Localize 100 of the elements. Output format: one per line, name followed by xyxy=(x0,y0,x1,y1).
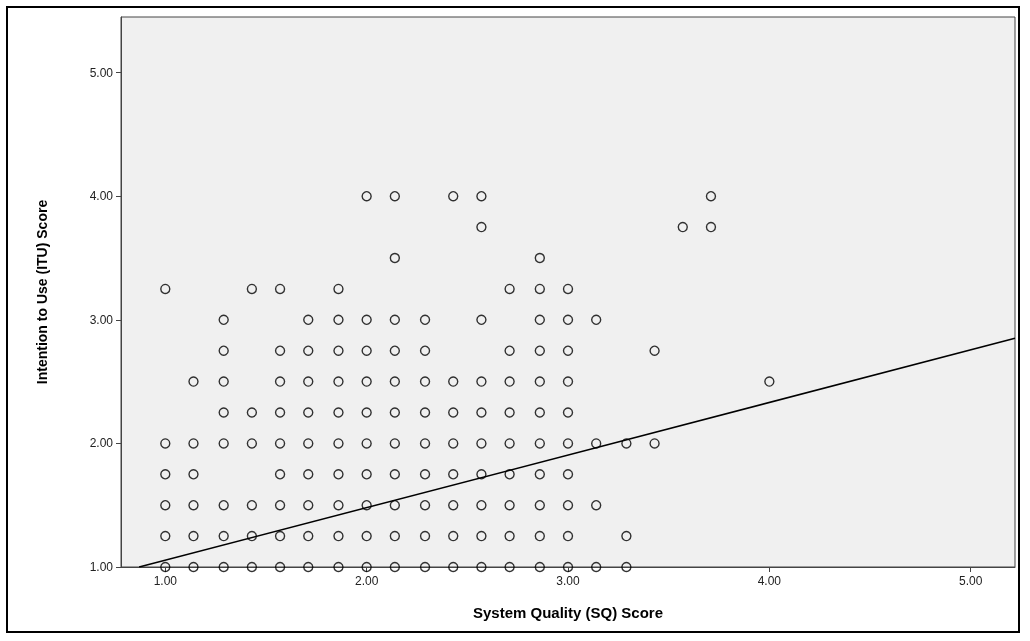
point xyxy=(274,345,286,356)
point xyxy=(218,407,229,418)
point xyxy=(419,500,431,511)
point xyxy=(160,469,171,480)
point xyxy=(361,530,372,542)
point xyxy=(591,314,602,326)
x-tick-label: 3.00 xyxy=(556,574,580,588)
x-tick-label: 2.00 xyxy=(354,574,379,588)
point xyxy=(448,191,459,202)
point xyxy=(246,500,258,511)
point xyxy=(303,530,314,542)
point xyxy=(419,469,431,480)
point xyxy=(562,438,574,449)
point xyxy=(476,469,487,480)
point xyxy=(303,376,314,387)
point xyxy=(188,438,199,449)
x-tick-label: 4.00 xyxy=(757,574,782,588)
point xyxy=(419,561,431,573)
point xyxy=(419,438,431,449)
point xyxy=(188,500,199,511)
point xyxy=(621,530,632,542)
point xyxy=(476,376,487,387)
point xyxy=(218,561,229,573)
y-tick-label: 4.00 xyxy=(89,189,114,204)
point xyxy=(303,314,314,326)
point xyxy=(419,314,431,326)
point xyxy=(504,345,515,356)
point xyxy=(160,530,171,542)
point xyxy=(562,407,574,418)
y-tick-label: 2.00 xyxy=(89,436,114,451)
point xyxy=(246,283,258,295)
point xyxy=(534,530,546,542)
point xyxy=(361,376,372,387)
point xyxy=(534,469,546,480)
point xyxy=(389,561,401,573)
y-tick-label: 1.00 xyxy=(89,560,114,574)
point xyxy=(448,438,459,449)
point xyxy=(448,561,459,573)
point xyxy=(534,345,546,356)
point xyxy=(361,407,372,418)
x-tick-label: 5.00 xyxy=(959,574,983,588)
point xyxy=(333,376,344,387)
point xyxy=(303,438,314,449)
point xyxy=(448,407,459,418)
point xyxy=(188,376,199,387)
point xyxy=(562,376,574,387)
y-tick-label: 5.00 xyxy=(89,65,114,80)
point xyxy=(389,191,401,202)
point xyxy=(591,561,602,573)
point xyxy=(274,283,286,295)
point xyxy=(448,500,459,511)
point xyxy=(160,561,171,573)
point xyxy=(764,376,775,387)
point xyxy=(534,252,546,264)
point xyxy=(562,345,574,356)
point xyxy=(534,407,546,418)
point xyxy=(303,345,314,356)
point xyxy=(361,345,372,356)
point xyxy=(274,530,286,542)
point xyxy=(504,530,515,542)
point xyxy=(333,438,344,449)
point xyxy=(621,561,632,573)
point xyxy=(534,283,546,295)
point xyxy=(389,469,401,480)
point xyxy=(160,500,171,511)
point xyxy=(389,314,401,326)
point xyxy=(218,500,229,511)
point xyxy=(534,314,546,326)
point xyxy=(389,407,401,418)
point xyxy=(476,221,487,233)
point xyxy=(160,283,171,295)
point xyxy=(188,469,199,480)
point xyxy=(705,191,717,202)
point xyxy=(562,561,574,573)
point xyxy=(218,345,229,356)
point xyxy=(504,407,515,418)
point xyxy=(274,500,286,511)
point xyxy=(389,376,401,387)
point xyxy=(534,500,546,511)
point xyxy=(504,469,515,480)
point xyxy=(534,376,546,387)
point xyxy=(333,469,344,480)
point xyxy=(649,438,660,449)
y-tick-label: 3.00 xyxy=(89,312,114,327)
point xyxy=(419,530,431,542)
x-tick-label: 1.00 xyxy=(153,574,178,588)
point xyxy=(419,376,431,387)
point xyxy=(534,438,546,449)
point xyxy=(361,191,372,202)
point xyxy=(591,500,602,511)
y-axis-title: Intention to Use (ITU) Score xyxy=(34,199,50,385)
point xyxy=(361,469,372,480)
point xyxy=(562,314,574,326)
point xyxy=(333,407,344,418)
point xyxy=(389,252,401,264)
point xyxy=(562,283,574,295)
point xyxy=(389,345,401,356)
point xyxy=(476,438,487,449)
point xyxy=(246,530,258,542)
point xyxy=(246,438,258,449)
